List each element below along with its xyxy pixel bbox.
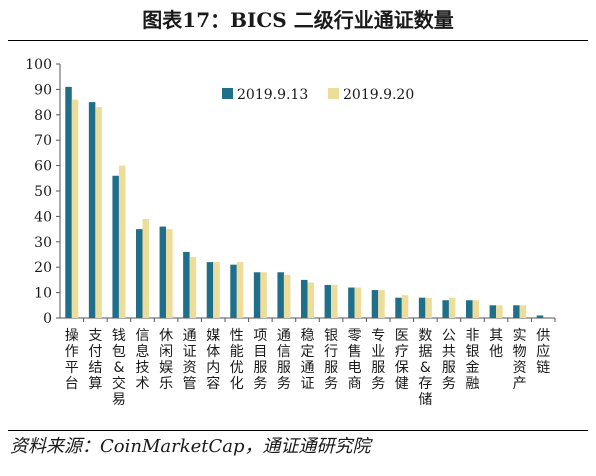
bar-1 (65, 86, 72, 318)
x-tick-label: 支付结算 (88, 328, 102, 392)
bar-1 (230, 264, 237, 318)
bar-1 (277, 272, 284, 318)
bar-1 (466, 300, 473, 318)
bar-2 (236, 262, 244, 318)
bar-1 (324, 284, 332, 318)
y-tick-label: 0 (43, 311, 52, 327)
bar-1 (253, 272, 261, 318)
x-tick-label: 钱包&交易 (112, 328, 126, 408)
x-tick-label: 项目服务 (253, 328, 267, 392)
bar-2 (519, 305, 527, 318)
bar-2 (378, 290, 385, 318)
y-tick-label: 80 (34, 108, 52, 124)
x-tick-label: 非银金融 (466, 328, 480, 392)
bar-2 (331, 284, 338, 318)
bar-2 (213, 262, 220, 318)
bar-2 (472, 300, 479, 318)
x-tick-label: 性能优化 (230, 328, 244, 392)
x-tick-label: 其他 (489, 328, 503, 360)
y-tick-label: 30 (34, 235, 52, 251)
x-tick-label: 通信服务 (277, 328, 291, 392)
x-tick-label: 操作平台 (65, 328, 79, 392)
x-tick-label: 数据&存储 (418, 328, 432, 408)
y-tick-label: 70 (34, 133, 52, 149)
y-tick-label: 100 (25, 57, 52, 73)
bar-2 (189, 257, 197, 318)
bar-1 (489, 305, 497, 318)
y-tick-label: 50 (34, 184, 52, 200)
bar-2 (448, 297, 456, 318)
bar-1 (536, 315, 544, 318)
x-tick-label: 稳定通证 (301, 328, 315, 392)
legend-swatch-2 (328, 88, 339, 99)
bar-1 (112, 175, 119, 318)
y-tick-label: 10 (34, 286, 52, 302)
x-tick-label: 专业服务 (371, 328, 385, 392)
legend-label-2: 2019.9.20 (343, 87, 414, 103)
source-top-rule (8, 430, 588, 431)
bar-1 (442, 300, 449, 318)
x-tick-label: 信息技术 (136, 328, 150, 392)
bar-2 (71, 99, 79, 318)
bar-1 (183, 251, 190, 318)
x-tick-label: 公共服务 (442, 328, 456, 392)
bar-2 (283, 274, 291, 318)
bar-2 (142, 218, 149, 318)
y-tick-label: 60 (34, 159, 52, 175)
x-tick-label: 媒体内容 (206, 328, 220, 392)
x-tick-label: 通证资管 (183, 328, 197, 392)
bar-1 (513, 305, 520, 318)
bar-2 (260, 272, 267, 318)
y-tick-label: 40 (34, 209, 52, 225)
bar-2 (354, 287, 362, 318)
x-tick-label: 休闲娱乐 (159, 328, 173, 392)
legend-label-1: 2019.9.13 (237, 87, 308, 103)
bar-2 (95, 107, 102, 319)
bar-1 (136, 229, 143, 318)
title-top-rule (8, 40, 588, 41)
x-tick-label: 银行服务 (324, 328, 338, 392)
legend-swatch-1 (222, 88, 233, 99)
bar-1 (206, 262, 214, 318)
bar-2 (425, 297, 432, 318)
bar-1 (88, 102, 96, 318)
y-tick-label: 90 (34, 82, 52, 98)
bar-1 (159, 226, 167, 318)
x-tick-label: 供应链 (536, 328, 550, 376)
bar-1 (371, 290, 379, 318)
bar-1 (395, 297, 402, 318)
chart-title: 图表17：BICS 二级行业通证数量 (142, 8, 454, 32)
y-tick-label: 20 (34, 260, 52, 276)
x-tick-label: 实物资产 (513, 328, 527, 392)
bar-2 (118, 165, 126, 318)
bar-1 (301, 279, 308, 318)
bar-1 (348, 287, 355, 318)
bar-2 (307, 282, 314, 318)
x-tick-label: 医疗保健 (395, 328, 409, 392)
bar-2 (401, 295, 409, 318)
source-note: 资料来源：CoinMarketCap，通证通研究院 (10, 436, 371, 457)
bar-1 (418, 297, 426, 318)
x-tick-label: 零售电商 (348, 328, 362, 392)
bar-2 (496, 305, 503, 318)
bar-2 (166, 229, 173, 318)
